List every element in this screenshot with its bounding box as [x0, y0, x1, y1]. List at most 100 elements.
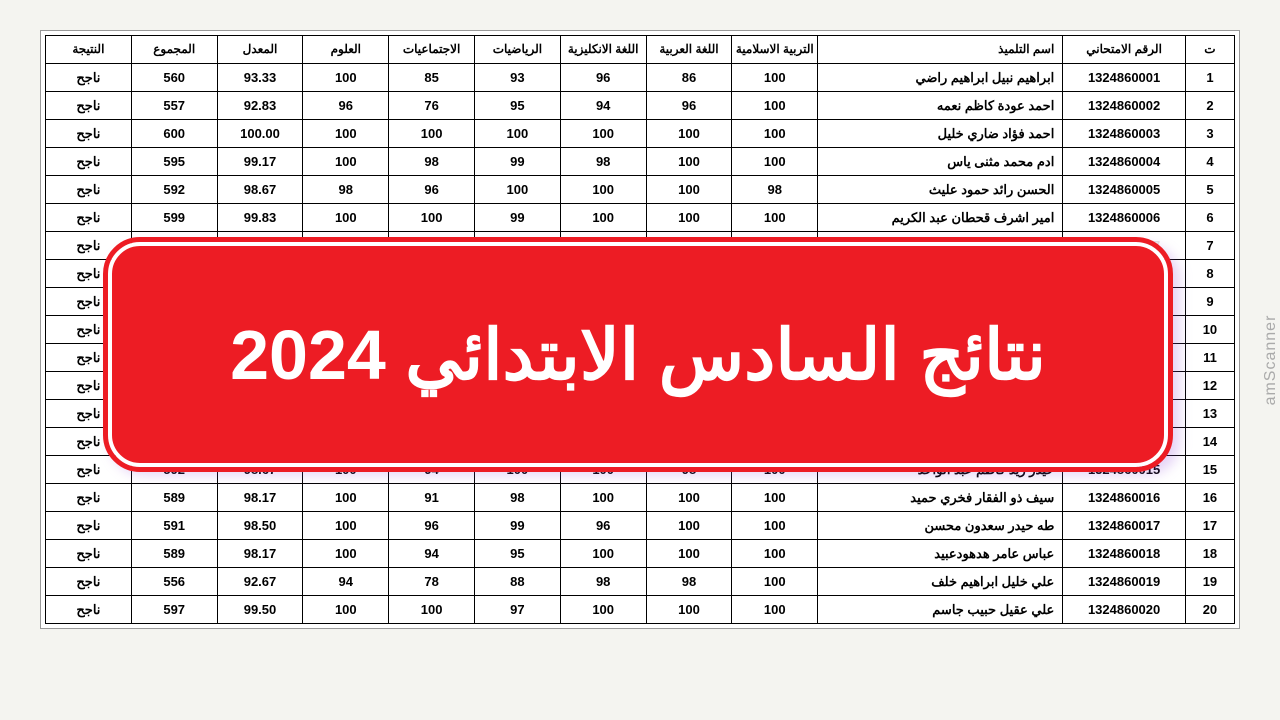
col-header-math: الرياضيات [474, 36, 560, 64]
cell-name: ابراهيم نبيل ابراهيم راضي [818, 64, 1063, 92]
cell-examno: 1324860001 [1063, 64, 1186, 92]
cell-avg: 98.67 [217, 176, 303, 204]
cell-idx: 1 [1185, 64, 1234, 92]
cell-sci: 100 [303, 120, 389, 148]
cell-avg: 93.33 [217, 64, 303, 92]
cell-soc: 76 [389, 92, 475, 120]
table-row: ناجح59298.67989610010010098الحسن رائد حم… [46, 176, 1235, 204]
cell-idx: 14 [1185, 428, 1234, 456]
cell-soc: 91 [389, 484, 475, 512]
cell-ara: 96 [646, 92, 732, 120]
cell-examno: 1324860020 [1063, 596, 1186, 624]
cell-result: ناجح [46, 64, 132, 92]
cell-isl: 100 [732, 540, 818, 568]
cell-sci: 100 [303, 204, 389, 232]
cell-math: 99 [474, 204, 560, 232]
cell-math: 97 [474, 596, 560, 624]
table-row: ناجح59599.17100989998100100ادم محمد مثنى… [46, 148, 1235, 176]
cell-ara: 100 [646, 148, 732, 176]
cell-result: ناجح [46, 148, 132, 176]
cell-result: ناجح [46, 484, 132, 512]
cell-soc: 100 [389, 596, 475, 624]
cell-avg: 92.67 [217, 568, 303, 596]
cell-eng: 100 [560, 120, 646, 148]
cell-sci: 100 [303, 484, 389, 512]
cell-avg: 98.17 [217, 484, 303, 512]
scanner-watermark: amScanner [1262, 315, 1280, 406]
cell-name: علي خليل ابراهيم خلف [818, 568, 1063, 596]
cell-result: ناجح [46, 176, 132, 204]
cell-idx: 13 [1185, 400, 1234, 428]
overlay-banner: نتائج السادس الابتدائي 2024 [108, 242, 1168, 467]
cell-soc: 94 [389, 540, 475, 568]
cell-sci: 100 [303, 64, 389, 92]
cell-isl: 98 [732, 176, 818, 204]
cell-soc: 98 [389, 148, 475, 176]
cell-soc: 100 [389, 204, 475, 232]
cell-total: 589 [131, 540, 217, 568]
cell-name: احمد فؤاد ضاري خليل [818, 120, 1063, 148]
cell-math: 93 [474, 64, 560, 92]
table-header: النتيجةالمجموعالمعدلالعلومالاجتماعياتالر… [46, 36, 1235, 64]
cell-isl: 100 [732, 568, 818, 596]
cell-math: 100 [474, 176, 560, 204]
cell-result: ناجح [46, 512, 132, 540]
cell-total: 600 [131, 120, 217, 148]
cell-eng: 96 [560, 512, 646, 540]
cell-name: سيف ذو الفقار فخري حميد [818, 484, 1063, 512]
cell-isl: 100 [732, 92, 818, 120]
cell-idx: 2 [1185, 92, 1234, 120]
cell-name: عباس عامر هدهودعبيد [818, 540, 1063, 568]
table-row: ناجح600100.00100100100100100100احمد فؤاد… [46, 120, 1235, 148]
table-row: ناجح58998.171009198100100100سيف ذو الفقا… [46, 484, 1235, 512]
cell-sci: 100 [303, 512, 389, 540]
cell-total: 557 [131, 92, 217, 120]
cell-examno: 1324860006 [1063, 204, 1186, 232]
cell-name: الحسن رائد حمود عليث [818, 176, 1063, 204]
cell-result: ناجح [46, 568, 132, 596]
cell-sci: 96 [303, 92, 389, 120]
cell-ara: 100 [646, 204, 732, 232]
cell-sci: 100 [303, 596, 389, 624]
col-header-examno: الرقم الامتحاني [1063, 36, 1186, 64]
cell-name: احمد عودة كاظم نعمه [818, 92, 1063, 120]
cell-math: 88 [474, 568, 560, 596]
cell-soc: 85 [389, 64, 475, 92]
table-row: ناجح59799.5010010097100100100علي عقيل حب… [46, 596, 1235, 624]
cell-math: 95 [474, 540, 560, 568]
cell-total: 560 [131, 64, 217, 92]
cell-avg: 99.50 [217, 596, 303, 624]
cell-soc: 96 [389, 176, 475, 204]
cell-result: ناجح [46, 204, 132, 232]
cell-total: 589 [131, 484, 217, 512]
cell-ara: 98 [646, 568, 732, 596]
cell-soc: 96 [389, 512, 475, 540]
cell-isl: 100 [732, 64, 818, 92]
cell-idx: 20 [1185, 596, 1234, 624]
cell-eng: 100 [560, 540, 646, 568]
cell-ara: 100 [646, 540, 732, 568]
cell-sci: 98 [303, 176, 389, 204]
col-header-total: المجموع [131, 36, 217, 64]
cell-eng: 100 [560, 204, 646, 232]
cell-avg: 98.17 [217, 540, 303, 568]
cell-isl: 100 [732, 596, 818, 624]
cell-ara: 100 [646, 512, 732, 540]
cell-eng: 100 [560, 176, 646, 204]
col-header-isl: التربية الاسلامية [732, 36, 818, 64]
cell-avg: 92.83 [217, 92, 303, 120]
cell-total: 556 [131, 568, 217, 596]
cell-avg: 100.00 [217, 120, 303, 148]
cell-name: طه حيدر سعدون محسن [818, 512, 1063, 540]
cell-result: ناجح [46, 596, 132, 624]
cell-sci: 100 [303, 148, 389, 176]
col-header-name: اسم التلميذ [818, 36, 1063, 64]
cell-math: 99 [474, 148, 560, 176]
cell-math: 100 [474, 120, 560, 148]
cell-name: ادم محمد مثنى ياس [818, 148, 1063, 176]
cell-examno: 1324860017 [1063, 512, 1186, 540]
cell-eng: 94 [560, 92, 646, 120]
col-header-sci: العلوم [303, 36, 389, 64]
table-row: ناجح56093.3310085939686100ابراهيم نبيل ا… [46, 64, 1235, 92]
cell-examno: 1324860018 [1063, 540, 1186, 568]
